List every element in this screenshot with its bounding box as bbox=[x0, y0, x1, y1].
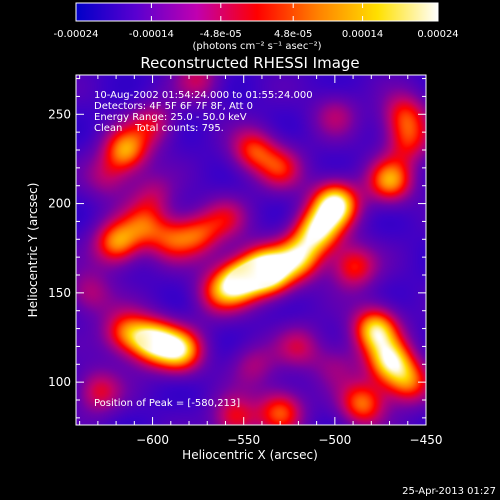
colorbar-gradient bbox=[76, 3, 438, 21]
x-axis: −600 −550 −500 −450 bbox=[79, 75, 443, 447]
heatmap-raster bbox=[76, 75, 426, 425]
x-tick-label: −600 bbox=[136, 433, 169, 447]
y-tick-label: 200 bbox=[48, 197, 71, 211]
colorbar-tick-label: 0.00014 bbox=[342, 29, 383, 40]
annotation-time-range: 10-Aug-2002 01:54:24.000 to 01:55:24.000 bbox=[94, 90, 313, 101]
chart-title: Reconstructed RHESSI Image bbox=[140, 54, 359, 72]
x-axis-label: Heliocentric X (arcsec) bbox=[182, 448, 318, 462]
y-tick-label: 150 bbox=[48, 286, 71, 300]
colorbar-tick-label: -0.00024 bbox=[54, 29, 99, 40]
colorbar-tick-label: 0.00024 bbox=[417, 29, 458, 40]
y-axis: 100 150 200 250 bbox=[48, 78, 426, 419]
y-axis-label: Heliocentric Y (arcsec) bbox=[26, 183, 40, 318]
y-tick-label: 100 bbox=[48, 375, 71, 389]
heatmap bbox=[75, 74, 427, 426]
generation-timestamp: 25-Apr-2013 01:27 bbox=[402, 486, 496, 497]
annotation-detectors: Detectors: 4F 5F 6F 7F 8F, Att 0 bbox=[94, 101, 253, 112]
colorbar: -0.00024 -0.00014 -4.8e-05 4.8e-05 0.00014 0.… bbox=[54, 2, 459, 52]
colorbar-tick-label: 4.8e-05 bbox=[274, 29, 312, 40]
x-tick-label: −450 bbox=[410, 433, 443, 447]
y-tick-label: 250 bbox=[48, 107, 71, 121]
colorbar-ticks: -0.00024 -0.00014 -4.8e-05 4.8e-05 0.00014 0.… bbox=[54, 3, 459, 40]
annotation-clean-counts: Clean Total counts: 795. bbox=[94, 123, 224, 134]
x-tick-label: −500 bbox=[318, 433, 351, 447]
observation-annotations: 10-Aug-2002 01:54:24.000 to 01:55:24.000… bbox=[94, 90, 313, 134]
peak-position-label: Position of Peak = [-580,213] bbox=[94, 398, 240, 409]
plot-frame bbox=[75, 74, 427, 426]
x-tick-label: −550 bbox=[227, 433, 260, 447]
colorbar-unit-label: (photons cm⁻² s⁻¹ asec⁻²) bbox=[192, 41, 321, 52]
colorbar-tick-label: -4.8e-05 bbox=[200, 29, 242, 40]
colorbar-tick-label: -0.00014 bbox=[129, 29, 174, 40]
annotation-energy-range: Energy Range: 25.0 - 50.0 keV bbox=[94, 112, 247, 123]
colorbar-frame bbox=[75, 2, 439, 22]
